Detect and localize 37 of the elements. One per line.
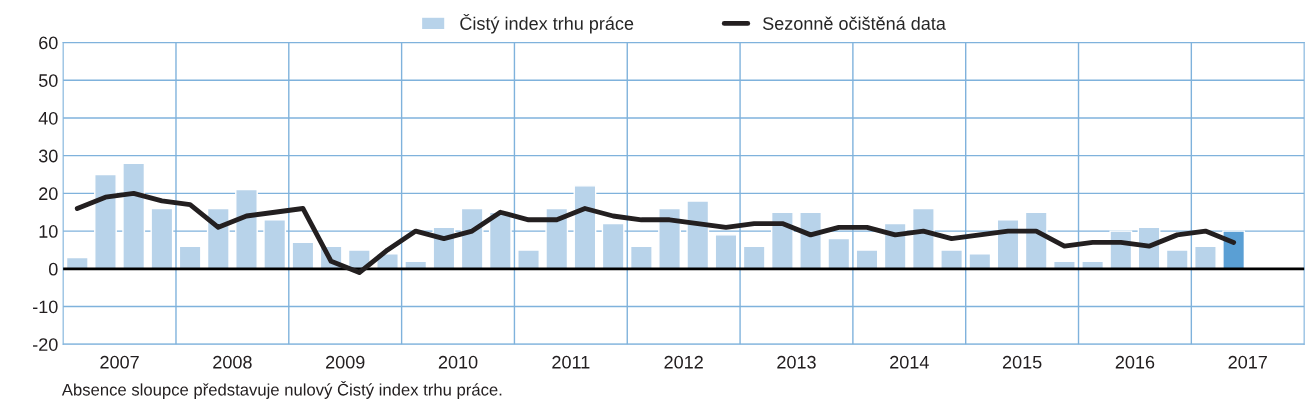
- x-tick-label: 2010: [438, 355, 478, 369]
- x-tick-label: 2017: [1228, 355, 1267, 369]
- y-tick-label: -20: [33, 338, 58, 351]
- y-tick-label: 60: [39, 36, 58, 50]
- y-tick-label: 10: [39, 225, 58, 238]
- bar: [686, 200, 710, 270]
- y-tick-label: 0: [48, 262, 58, 276]
- x-tick-label: 2013: [777, 355, 816, 369]
- y-tick-label: 50: [38, 74, 58, 87]
- text: Absence sloupce představuje nulový Čistý index trhu práce.: [61, 380, 502, 399]
- bar: [629, 245, 653, 270]
- y-tick-label: 20: [39, 187, 58, 201]
- bar: [742, 245, 766, 270]
- x-tick-label: 2009: [326, 355, 365, 369]
- x-tick-label: 2016: [1115, 355, 1155, 369]
- x-tick-label: 2008: [213, 355, 252, 369]
- bar: [291, 241, 315, 270]
- x-tick-label: 2014: [890, 355, 929, 369]
- x-tick-label: 2007: [100, 355, 139, 369]
- y-tick-label: 30: [38, 149, 58, 163]
- y-tick-label: -10: [33, 300, 58, 314]
- x-tick-label: 2012: [664, 355, 703, 369]
- y-tick-label: 40: [38, 111, 58, 125]
- x-tick-label: 2011: [552, 355, 590, 369]
- bar: [235, 188, 258, 270]
- legend-label: Sezonně očištěná data: [762, 16, 946, 30]
- bar: [714, 234, 738, 270]
- x-tick-label: 2015: [1002, 355, 1042, 369]
- bar: [263, 219, 287, 270]
- bar: [94, 173, 117, 270]
- bar: [150, 207, 174, 270]
- bar: [827, 237, 851, 270]
- bar: [122, 162, 146, 270]
- legend-label: Čistý index trhu práce: [460, 13, 634, 34]
- bar: [601, 222, 625, 270]
- line-series: [74, 190, 1237, 276]
- bar: [1194, 245, 1217, 270]
